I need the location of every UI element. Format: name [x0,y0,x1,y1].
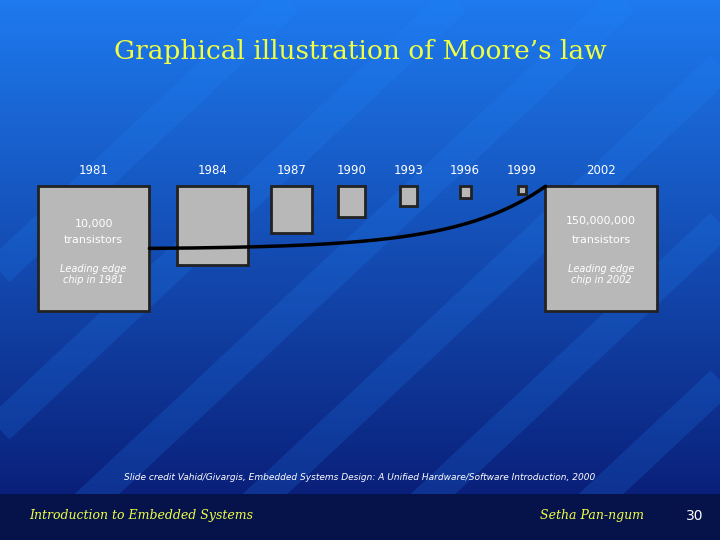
Text: 1984: 1984 [197,164,228,177]
Bar [177,186,248,265]
Text: Introduction to Embedded Systems: Introduction to Embedded Systems [29,509,253,522]
Text: Graphical illustration of Moore’s law: Graphical illustration of Moore’s law [114,39,606,64]
Text: Slide credit Vahid/Givargis, Embedded Systems Design: A Unified Hardware/Softwar: Slide credit Vahid/Givargis, Embedded Sy… [125,474,595,482]
Text: 150,000,000: 150,000,000 [566,217,636,226]
Bar [460,186,471,198]
Bar [0,494,720,540]
Bar [338,186,365,217]
Text: Leading edge
chip in 2002: Leading edge chip in 2002 [568,264,634,285]
Bar [546,186,657,310]
Text: 30: 30 [686,509,703,523]
Bar [518,186,526,194]
Text: 1981: 1981 [78,164,109,177]
Text: Leading edge
chip in 1981: Leading edge chip in 1981 [60,264,127,285]
Bar [38,186,150,310]
Bar [400,186,417,206]
Text: 1990: 1990 [336,164,366,177]
Text: 1996: 1996 [450,164,480,177]
Text: 2002: 2002 [586,164,616,177]
Text: Setha Pan-ngum: Setha Pan-ngum [540,509,644,522]
Text: 10,000: 10,000 [74,219,113,229]
Text: 1993: 1993 [393,164,423,177]
Text: 1987: 1987 [276,164,307,177]
Text: 1999: 1999 [507,164,537,177]
Text: transistors: transistors [64,235,123,245]
Bar [271,186,312,233]
Text: transistors: transistors [572,235,631,245]
